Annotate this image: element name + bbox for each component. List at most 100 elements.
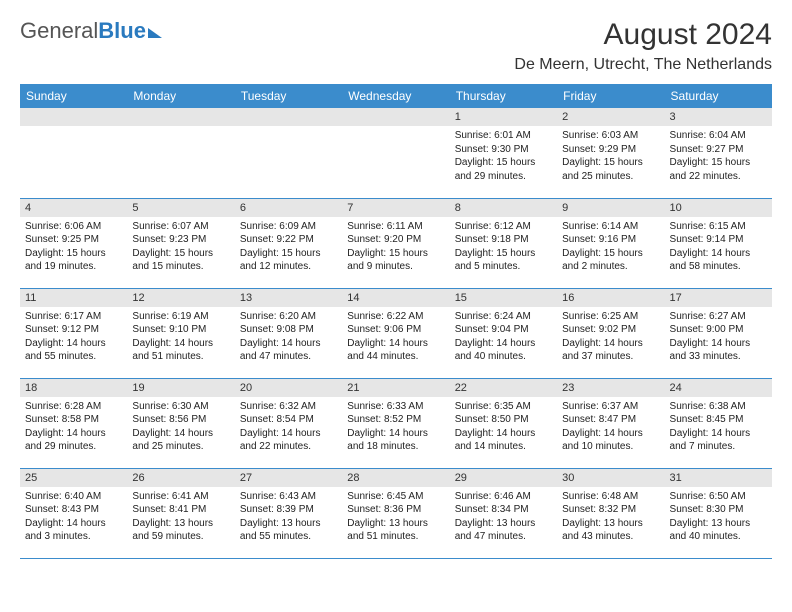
calendar-row: 18Sunrise: 6:28 AMSunset: 8:58 PMDayligh…: [20, 378, 772, 468]
calendar-day-cell: 25Sunrise: 6:40 AMSunset: 8:43 PMDayligh…: [20, 468, 127, 558]
day-number-bar: [127, 108, 234, 126]
sunset-text: Sunset: 8:58 PM: [25, 413, 122, 427]
sunset-text: Sunset: 8:43 PM: [25, 503, 122, 517]
sunset-text: Sunset: 9:10 PM: [132, 323, 229, 337]
day-number-bar: [342, 108, 449, 126]
day-details: Sunrise: 6:45 AMSunset: 8:36 PMDaylight:…: [342, 487, 449, 546]
day-details: Sunrise: 6:46 AMSunset: 8:34 PMDaylight:…: [450, 487, 557, 546]
calendar-day-cell: 4Sunrise: 6:06 AMSunset: 9:25 PMDaylight…: [20, 198, 127, 288]
weekday-header: Wednesday: [342, 84, 449, 108]
sunrise-text: Sunrise: 6:50 AM: [670, 490, 767, 504]
daylight-text: Daylight: 14 hours and 25 minutes.: [132, 427, 229, 454]
sunrise-text: Sunrise: 6:46 AM: [455, 490, 552, 504]
calendar-day-cell: 2Sunrise: 6:03 AMSunset: 9:29 PMDaylight…: [557, 108, 664, 198]
logo-text: GeneralBlue: [20, 18, 146, 44]
day-details: Sunrise: 6:32 AMSunset: 8:54 PMDaylight:…: [235, 397, 342, 456]
daylight-text: Daylight: 15 hours and 5 minutes.: [455, 247, 552, 274]
month-title: August 2024: [514, 18, 772, 52]
calendar-row: 25Sunrise: 6:40 AMSunset: 8:43 PMDayligh…: [20, 468, 772, 558]
day-number: 15: [450, 289, 557, 307]
day-details: Sunrise: 6:14 AMSunset: 9:16 PMDaylight:…: [557, 217, 664, 276]
day-details: Sunrise: 6:20 AMSunset: 9:08 PMDaylight:…: [235, 307, 342, 366]
sunrise-text: Sunrise: 6:33 AM: [347, 400, 444, 414]
day-details: Sunrise: 6:22 AMSunset: 9:06 PMDaylight:…: [342, 307, 449, 366]
calendar-body: 1Sunrise: 6:01 AMSunset: 9:30 PMDaylight…: [20, 108, 772, 558]
daylight-text: Daylight: 13 hours and 59 minutes.: [132, 517, 229, 544]
sunrise-text: Sunrise: 6:43 AM: [240, 490, 337, 504]
logo-triangle-icon: [148, 28, 162, 38]
daylight-text: Daylight: 13 hours and 47 minutes.: [455, 517, 552, 544]
sunrise-text: Sunrise: 6:15 AM: [670, 220, 767, 234]
daylight-text: Daylight: 14 hours and 58 minutes.: [670, 247, 767, 274]
calendar-day-cell: 5Sunrise: 6:07 AMSunset: 9:23 PMDaylight…: [127, 198, 234, 288]
sunset-text: Sunset: 9:22 PM: [240, 233, 337, 247]
day-number: 23: [557, 379, 664, 397]
calendar-day-cell: 19Sunrise: 6:30 AMSunset: 8:56 PMDayligh…: [127, 378, 234, 468]
logo-part2: Blue: [98, 18, 146, 43]
daylight-text: Daylight: 14 hours and 14 minutes.: [455, 427, 552, 454]
calendar-table: SundayMondayTuesdayWednesdayThursdayFrid…: [20, 84, 772, 559]
sunrise-text: Sunrise: 6:28 AM: [25, 400, 122, 414]
sunset-text: Sunset: 9:06 PM: [347, 323, 444, 337]
calendar-day-cell: 8Sunrise: 6:12 AMSunset: 9:18 PMDaylight…: [450, 198, 557, 288]
calendar-day-cell: 30Sunrise: 6:48 AMSunset: 8:32 PMDayligh…: [557, 468, 664, 558]
sunset-text: Sunset: 8:41 PM: [132, 503, 229, 517]
daylight-text: Daylight: 14 hours and 22 minutes.: [240, 427, 337, 454]
sunset-text: Sunset: 9:20 PM: [347, 233, 444, 247]
day-number: 16: [557, 289, 664, 307]
sunrise-text: Sunrise: 6:09 AM: [240, 220, 337, 234]
sunset-text: Sunset: 8:47 PM: [562, 413, 659, 427]
sunset-text: Sunset: 9:00 PM: [670, 323, 767, 337]
daylight-text: Daylight: 14 hours and 55 minutes.: [25, 337, 122, 364]
calendar-day-cell: 22Sunrise: 6:35 AMSunset: 8:50 PMDayligh…: [450, 378, 557, 468]
day-number: 12: [127, 289, 234, 307]
daylight-text: Daylight: 14 hours and 10 minutes.: [562, 427, 659, 454]
day-number: 21: [342, 379, 449, 397]
day-details: Sunrise: 6:04 AMSunset: 9:27 PMDaylight:…: [665, 126, 772, 185]
day-number: 25: [20, 469, 127, 487]
calendar-row: 1Sunrise: 6:01 AMSunset: 9:30 PMDaylight…: [20, 108, 772, 198]
calendar-day-cell: 7Sunrise: 6:11 AMSunset: 9:20 PMDaylight…: [342, 198, 449, 288]
sunset-text: Sunset: 8:50 PM: [455, 413, 552, 427]
sunrise-text: Sunrise: 6:24 AM: [455, 310, 552, 324]
day-details: Sunrise: 6:24 AMSunset: 9:04 PMDaylight:…: [450, 307, 557, 366]
daylight-text: Daylight: 14 hours and 33 minutes.: [670, 337, 767, 364]
sunset-text: Sunset: 9:08 PM: [240, 323, 337, 337]
sunset-text: Sunset: 9:16 PM: [562, 233, 659, 247]
sunset-text: Sunset: 9:27 PM: [670, 143, 767, 157]
weekday-header: Saturday: [665, 84, 772, 108]
sunrise-text: Sunrise: 6:38 AM: [670, 400, 767, 414]
sunrise-text: Sunrise: 6:25 AM: [562, 310, 659, 324]
day-details: Sunrise: 6:50 AMSunset: 8:30 PMDaylight:…: [665, 487, 772, 546]
day-details: Sunrise: 6:33 AMSunset: 8:52 PMDaylight:…: [342, 397, 449, 456]
sunset-text: Sunset: 9:02 PM: [562, 323, 659, 337]
day-number: 7: [342, 199, 449, 217]
weekday-header: Monday: [127, 84, 234, 108]
day-details: Sunrise: 6:48 AMSunset: 8:32 PMDaylight:…: [557, 487, 664, 546]
sunrise-text: Sunrise: 6:19 AM: [132, 310, 229, 324]
day-number: 30: [557, 469, 664, 487]
day-number: 27: [235, 469, 342, 487]
day-details: Sunrise: 6:06 AMSunset: 9:25 PMDaylight:…: [20, 217, 127, 276]
day-details: Sunrise: 6:19 AMSunset: 9:10 PMDaylight:…: [127, 307, 234, 366]
day-number: 1: [450, 108, 557, 126]
daylight-text: Daylight: 14 hours and 18 minutes.: [347, 427, 444, 454]
calendar-day-cell: 21Sunrise: 6:33 AMSunset: 8:52 PMDayligh…: [342, 378, 449, 468]
sunrise-text: Sunrise: 6:37 AM: [562, 400, 659, 414]
day-details: Sunrise: 6:28 AMSunset: 8:58 PMDaylight:…: [20, 397, 127, 456]
day-details: Sunrise: 6:41 AMSunset: 8:41 PMDaylight:…: [127, 487, 234, 546]
day-details: Sunrise: 6:25 AMSunset: 9:02 PMDaylight:…: [557, 307, 664, 366]
sunset-text: Sunset: 8:52 PM: [347, 413, 444, 427]
day-number: 3: [665, 108, 772, 126]
daylight-text: Daylight: 15 hours and 19 minutes.: [25, 247, 122, 274]
daylight-text: Daylight: 15 hours and 22 minutes.: [670, 156, 767, 183]
sunrise-text: Sunrise: 6:41 AM: [132, 490, 229, 504]
day-number: 18: [20, 379, 127, 397]
daylight-text: Daylight: 14 hours and 40 minutes.: [455, 337, 552, 364]
calendar-day-cell: 18Sunrise: 6:28 AMSunset: 8:58 PMDayligh…: [20, 378, 127, 468]
sunrise-text: Sunrise: 6:22 AM: [347, 310, 444, 324]
day-number-bar: [20, 108, 127, 126]
day-number: 10: [665, 199, 772, 217]
calendar-day-cell: 17Sunrise: 6:27 AMSunset: 9:00 PMDayligh…: [665, 288, 772, 378]
sunset-text: Sunset: 8:30 PM: [670, 503, 767, 517]
